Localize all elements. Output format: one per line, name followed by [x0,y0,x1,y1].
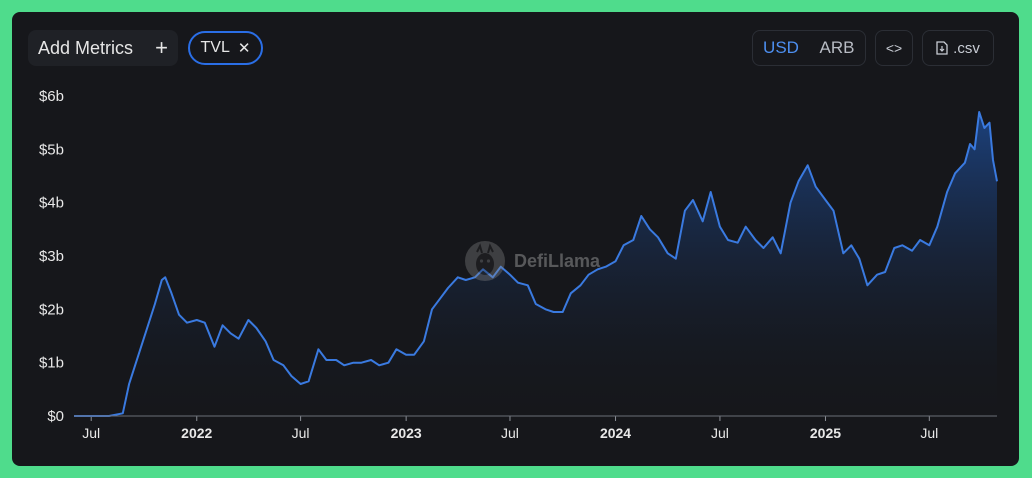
metric-chip-tvl[interactable]: TVL ✕ [188,31,263,65]
y-axis: $0 $1b $2b $3b $4b $5b $6b [39,88,64,425]
x-tick-label: 2024 [600,425,631,441]
add-metrics-button[interactable]: Add Metrics + [28,30,178,66]
x-tick-label: 2022 [181,425,212,441]
y-tick-label: $2b [39,301,64,318]
x-tick-label: Jul [292,425,310,441]
y-tick-label: $1b [39,355,64,372]
tvl-area [74,112,997,416]
y-tick-label: $3b [39,248,64,265]
x-tick-label: 2023 [391,425,422,441]
x-tick-label: Jul [82,425,100,441]
csv-label: .csv [953,39,980,57]
y-tick-label: $5b [39,141,64,158]
x-tick-label: 2025 [810,425,841,441]
currency-option-usd[interactable]: USD [763,38,799,57]
x-tick-label: Jul [501,425,519,441]
y-tick-label: $0 [47,408,64,425]
defillama-watermark: DefiLlama [464,240,600,282]
file-download-icon [936,41,948,55]
watermark-text: DefiLlama [514,250,601,271]
tvl-line [74,111,998,417]
chart-card: Add Metrics + TVL ✕ USD ARB <> .csv $0 $1… [12,12,1019,466]
defillama-logo-icon [465,241,505,281]
x-tick-label: Jul [920,425,938,441]
code-icon: <> [885,40,903,56]
y-tick-label: $4b [39,195,64,212]
metric-chip-label: TVL [200,39,230,56]
download-csv-button[interactable]: .csv [922,30,994,66]
currency-option-arb[interactable]: ARB [819,38,855,57]
tvl-chart: $0 $1b $2b $3b $4b $5b $6b Jul 2022 Jul 2023 Jul 20… [39,88,998,441]
add-metrics-label: Add Metrics [38,37,134,58]
y-tick-label: $6b [39,88,64,105]
close-icon[interactable]: ✕ [237,40,251,57]
x-axis: Jul 2022 Jul 2023 Jul 2024 Jul 2025 Jul [82,416,938,441]
currency-toggle: USD ARB [752,30,866,66]
x-tick-label: Jul [711,425,729,441]
embed-button[interactable]: <> [875,30,913,66]
plus-icon: + [155,35,168,60]
